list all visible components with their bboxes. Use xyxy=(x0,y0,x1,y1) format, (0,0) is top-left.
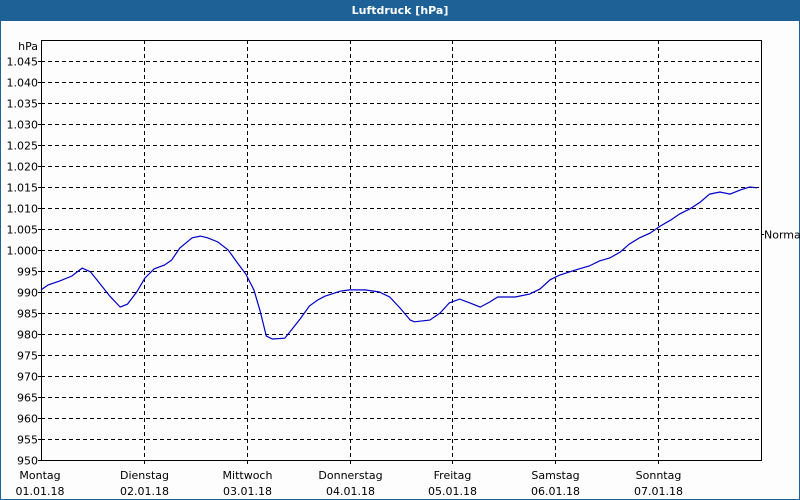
chart-title: Luftdruck [hPa] xyxy=(0,0,800,21)
y-tick-label: 980 xyxy=(17,329,38,342)
plot-area-border xyxy=(41,40,762,461)
y-tick-label: 960 xyxy=(17,413,38,426)
x-tick-day: Sonntag xyxy=(636,469,682,482)
y-tick-label: 1.040 xyxy=(7,77,39,90)
normal-marker-label: Normal xyxy=(764,229,800,242)
y-tick-label: 950 xyxy=(17,455,38,468)
x-tick-date: 04.01.18 xyxy=(326,485,375,498)
y-tick-label: 965 xyxy=(17,392,38,405)
y-tick-label: 1.045 xyxy=(7,56,39,69)
y-tick-label: 1.025 xyxy=(7,140,39,153)
y-tick-label: 990 xyxy=(17,287,38,300)
y-tick-label: 975 xyxy=(17,350,38,363)
y-tick-label: 955 xyxy=(17,434,38,447)
x-tick-day: Donnerstag xyxy=(318,469,382,482)
x-tick-day: Freitag xyxy=(434,469,472,482)
x-tick-date: 05.01.18 xyxy=(428,485,477,498)
x-tick-day: Mittwoch xyxy=(223,469,273,482)
pressure-series-line xyxy=(40,186,757,340)
y-tick-label: 1.005 xyxy=(7,224,39,237)
x-tick-date: 07.01.18 xyxy=(634,485,683,498)
horizontal-gridlines xyxy=(41,61,761,440)
x-tick-date: 01.01.18 xyxy=(16,485,65,498)
y-tick-label: 1.010 xyxy=(7,203,39,216)
x-tick-date: 02.01.18 xyxy=(120,485,169,498)
y-tick-label: 970 xyxy=(17,371,38,384)
x-tick-day: Dienstag xyxy=(120,469,169,482)
x-tick-date: 03.01.18 xyxy=(223,485,272,498)
x-tick-day: Samstag xyxy=(531,469,579,482)
y-tick-label: 995 xyxy=(17,266,38,279)
y-tick-label: 1.035 xyxy=(7,98,39,111)
y-tick-label: 1.030 xyxy=(7,119,39,132)
y-axis-unit: hPa xyxy=(18,40,38,53)
x-tick-day: Montag xyxy=(19,469,60,482)
vertical-gridlines xyxy=(144,40,659,460)
y-axis-ticks: 950 955 960 965 970 975 980 985 990 995 1.000 1.005… xyxy=(7,56,41,468)
y-tick-label: 1.015 xyxy=(7,182,39,195)
x-axis-ticks: Montag 01.01.18 Dienstag 02.01.18 Mittwoch 03… xyxy=(16,460,683,498)
y-tick-label: 1.000 xyxy=(7,245,39,258)
y-tick-label: 985 xyxy=(17,308,38,321)
x-tick-date: 06.01.18 xyxy=(531,485,580,498)
y-tick-label: 1.020 xyxy=(7,161,39,174)
